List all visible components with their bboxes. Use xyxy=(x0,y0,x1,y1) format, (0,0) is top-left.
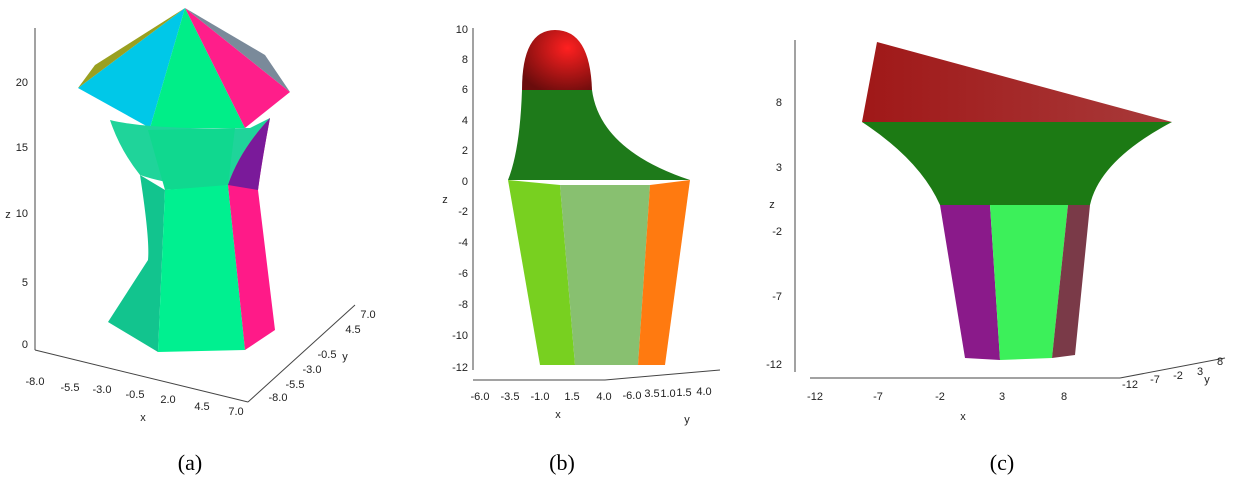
y-axis-label: y xyxy=(342,351,348,363)
y-tick-label: -7 xyxy=(1150,374,1160,386)
y-tick-label: 1.0 xyxy=(660,388,675,400)
y-tick-label: -5.5 xyxy=(286,379,305,391)
x-axis-label: x xyxy=(960,411,966,423)
y-tick-label: 7.0 xyxy=(360,309,375,321)
z-tick-label: -4 xyxy=(458,237,468,249)
z-tick-label: 6 xyxy=(462,84,468,96)
caption: (b) xyxy=(549,450,575,475)
z-tick-label: 3 xyxy=(776,162,782,174)
x-tick-label: -7 xyxy=(873,391,883,403)
x-tick-label: 4.5 xyxy=(194,401,209,413)
x-tick-label: -2 xyxy=(935,391,945,403)
z-tick-label: 4 xyxy=(462,115,468,127)
x-tick-label: 2.0 xyxy=(160,394,175,406)
z-tick-label: -12 xyxy=(452,362,468,374)
z-tick-label: 8 xyxy=(776,97,782,109)
y-tick-label: 1.5 xyxy=(676,387,691,399)
x-tick-label: -0.5 xyxy=(126,389,145,401)
y-tick-label: -6.0 xyxy=(623,390,642,402)
x-axis-label: x xyxy=(555,409,561,421)
panel-b-shape xyxy=(473,28,720,380)
z-tick-label: 15 xyxy=(16,142,28,154)
z-axis-label: z xyxy=(5,209,11,221)
z-tick-label: 10 xyxy=(456,24,468,36)
z-tick-label: 0 xyxy=(22,339,28,351)
caption: (c) xyxy=(990,450,1014,475)
z-tick-label: -7 xyxy=(772,291,782,303)
panel-a-shape xyxy=(35,8,355,402)
x-tick-label: 4.0 xyxy=(596,391,611,403)
figure: 05101520-8.0-5.5-3.0-0.52.04.57.07.04.5-… xyxy=(0,0,1238,496)
x-tick-label: 1.5 xyxy=(564,391,579,403)
caption: (a) xyxy=(178,450,202,475)
x-tick-label: -8.0 xyxy=(26,376,45,388)
x-tick-label: 7.0 xyxy=(228,406,243,418)
x-tick-label: -1.0 xyxy=(531,391,550,403)
z-tick-label: 10 xyxy=(16,208,28,220)
y-tick-label: 4.5 xyxy=(345,324,360,336)
y-tick-label: 4.0 xyxy=(696,386,711,398)
z-tick-label: 8 xyxy=(462,54,468,66)
y-axis-label: y xyxy=(684,414,690,426)
z-axis-label: z xyxy=(769,199,775,211)
z-tick-label: -6 xyxy=(458,268,468,280)
x-tick-label: -12 xyxy=(807,391,823,403)
x-tick-label: -6.0 xyxy=(471,391,490,403)
x-axis-label: x xyxy=(140,412,146,424)
z-tick-label: -2 xyxy=(458,206,468,218)
y-tick-label: -8.0 xyxy=(269,392,288,404)
y-tick-label: 3 xyxy=(1197,366,1203,378)
y-tick-label: -0.5 xyxy=(318,349,337,361)
y-tick-label: 8 xyxy=(1217,356,1223,368)
y-tick-label: -3.0 xyxy=(303,364,322,376)
z-tick-label: 2 xyxy=(462,145,468,157)
z-axis-label: z xyxy=(442,194,448,206)
z-tick-label: 20 xyxy=(16,77,28,89)
z-tick-label: -8 xyxy=(458,299,468,311)
x-tick-label: -3.5 xyxy=(501,391,520,403)
y-axis-label: y xyxy=(1204,374,1210,386)
y-tick-label: 3.5 xyxy=(644,388,659,400)
y-tick-label: -12 xyxy=(1122,379,1138,391)
z-tick-label: -10 xyxy=(452,330,468,342)
y-tick-label: -2 xyxy=(1173,370,1183,382)
x-tick-label: 3 xyxy=(999,391,1005,403)
x-tick-label: -5.5 xyxy=(61,382,80,394)
z-tick-label: 0 xyxy=(462,176,468,188)
z-tick-label: -2 xyxy=(772,226,782,238)
panel-c-shape xyxy=(795,40,1225,378)
x-tick-label: -3.0 xyxy=(93,384,112,396)
z-tick-label: -12 xyxy=(766,359,782,371)
x-tick-label: 8 xyxy=(1061,391,1067,403)
z-tick-label: 5 xyxy=(22,277,28,289)
